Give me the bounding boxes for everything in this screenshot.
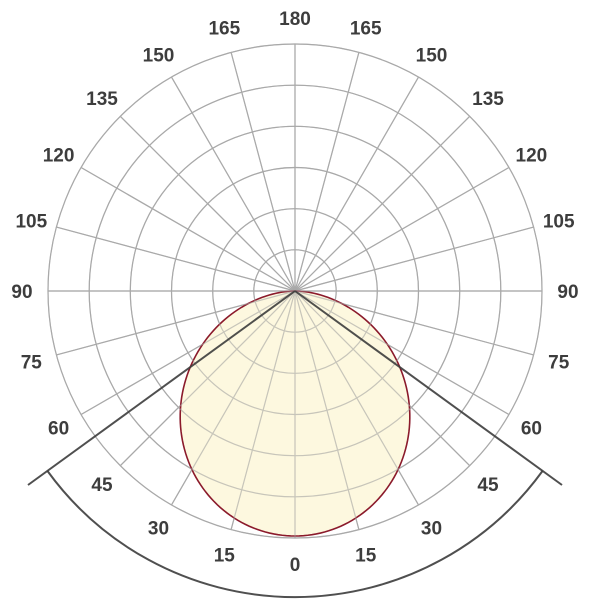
grid-spoke (294, 76, 420, 292)
angle-label-75-right: 75 (548, 353, 570, 374)
polar-grid-overlay (47, 43, 543, 539)
angle-label-45-right: 45 (477, 475, 499, 496)
angle-label-30-right: 30 (421, 518, 442, 539)
angle-label-135-left: 135 (86, 89, 118, 110)
angle-label-45-left: 45 (91, 475, 113, 496)
angle-label-90-right: 90 (557, 282, 578, 303)
cutoff-arc (46, 470, 544, 599)
angle-label-15-right: 15 (355, 546, 377, 567)
angle-label-165-right: 165 (350, 18, 382, 39)
angle-label-60-right: 60 (521, 419, 542, 440)
angle-label-180: 180 (279, 9, 311, 30)
cutoff-line-left (27, 290, 296, 486)
angle-label-105-left: 105 (15, 211, 47, 232)
grid-spoke (294, 166, 510, 292)
grid-spoke (294, 115, 471, 292)
grid-spoke (230, 290, 296, 530)
angle-label-135-right: 135 (472, 89, 504, 110)
angle-label-15-left: 15 (214, 546, 236, 567)
angle-label-90-left: 90 (11, 282, 32, 303)
grid-spoke (80, 290, 296, 416)
angle-labels: 180 165 165 150 150 135 135 120 120 105 … (11, 9, 578, 576)
grid-spoke (294, 290, 534, 356)
grid-spoke (294, 290, 471, 467)
angle-label-150-right: 150 (416, 46, 448, 67)
angle-label-60-left: 60 (48, 419, 69, 440)
grid-spoke (294, 226, 534, 292)
grid-spoke (119, 115, 296, 292)
angle-label-165-left: 165 (208, 18, 240, 39)
angle-label-75-left: 75 (21, 353, 43, 374)
grid-spoke (294, 290, 420, 506)
angle-label-150-left: 150 (143, 46, 175, 67)
grid-spoke (294, 52, 360, 292)
angle-label-30-left: 30 (148, 518, 169, 539)
grid-spoke (170, 290, 296, 506)
grid-spoke (56, 290, 296, 356)
angle-label-105-right: 105 (543, 211, 575, 232)
grid-spoke (294, 290, 510, 416)
grid-spoke (80, 166, 296, 292)
cutoff-line-right (294, 290, 563, 486)
angle-label-0: 0 (290, 555, 301, 576)
grid-spoke (294, 290, 360, 530)
angle-label-120-left: 120 (43, 146, 75, 167)
cutoff-annotation (27, 290, 563, 599)
grid-spoke (119, 290, 296, 467)
grid-spoke (230, 52, 296, 292)
grid-spoke (56, 226, 296, 292)
grid-spoke (170, 76, 296, 292)
angle-label-120-right: 120 (516, 146, 548, 167)
